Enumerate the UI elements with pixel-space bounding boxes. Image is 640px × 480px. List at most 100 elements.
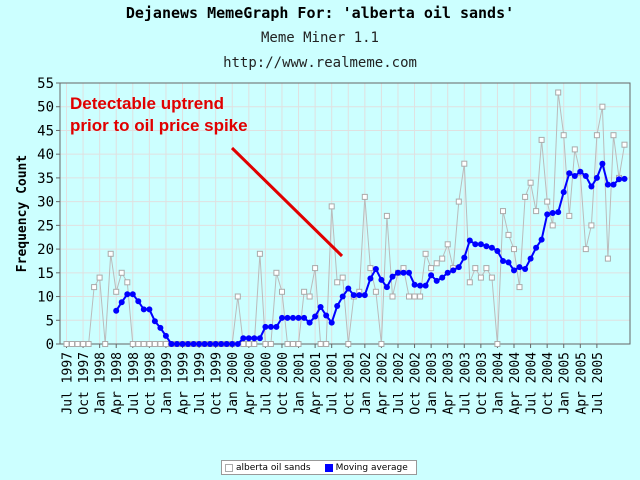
average-data-point <box>389 273 396 280</box>
raw-data-point <box>279 288 285 295</box>
y-tick-label: 5 <box>46 313 54 329</box>
raw-data-point <box>323 341 330 347</box>
x-tick-label: Jan 2003 <box>425 352 440 415</box>
average-data-point <box>146 306 153 313</box>
average-data-point <box>312 313 319 320</box>
y-tick-label: 10 <box>37 290 54 306</box>
raw-data-point <box>74 341 81 347</box>
average-data-point <box>279 314 285 321</box>
raw-data-point <box>113 288 120 295</box>
raw-data-point <box>444 241 451 248</box>
y-tick-label: 50 <box>37 100 54 116</box>
raw-data-point <box>466 279 473 286</box>
x-tick-label: Oct 2004 <box>541 352 556 415</box>
average-data-point <box>621 175 628 182</box>
raw-data-point <box>477 274 484 281</box>
average-data-point <box>118 299 125 306</box>
average-data-point <box>417 282 424 289</box>
average-data-point <box>196 341 203 347</box>
x-tick-label: Jul 1997 <box>61 352 76 415</box>
raw-data-point <box>621 141 628 148</box>
average-data-point <box>395 269 401 276</box>
average-data-point <box>422 282 429 289</box>
raw-data-point <box>107 250 114 257</box>
x-tick-label: Jul 2003 <box>458 352 473 415</box>
raw-data-point <box>306 293 313 300</box>
average-data-point <box>367 275 374 282</box>
x-tick-label: Oct 1998 <box>143 352 158 415</box>
raw-data-point <box>118 269 125 276</box>
average-data-point <box>240 335 247 342</box>
x-tick-label: Oct 1999 <box>210 352 225 415</box>
raw-data-point <box>240 341 247 347</box>
average-data-point <box>593 174 600 181</box>
raw-data-point <box>411 293 418 300</box>
average-data-point <box>439 274 446 281</box>
raw-data-point <box>383 212 390 219</box>
legend: alberta oil sands Moving average <box>221 460 417 475</box>
raw-data-point <box>284 341 291 347</box>
raw-data-point <box>433 260 440 267</box>
average-data-point <box>477 241 484 248</box>
average-data-point <box>306 319 313 326</box>
average-data-point <box>610 181 617 188</box>
average-data-point <box>168 341 175 347</box>
average-data-point <box>494 248 501 254</box>
legend-swatch-raw <box>225 463 233 472</box>
x-tick-label: Jul 2004 <box>525 352 540 415</box>
raw-data-point <box>151 341 158 347</box>
raw-data-point <box>290 341 296 347</box>
average-data-point <box>290 314 296 321</box>
average-data-point <box>350 292 357 299</box>
raw-data-point <box>511 246 517 253</box>
average-data-point <box>522 266 529 272</box>
average-data-point <box>323 312 330 319</box>
y-axis-ticks: 0 5 10 15 20 25 30 35 40 45 50 55 <box>37 76 60 353</box>
average-data-point <box>113 307 120 314</box>
raw-data-point <box>91 284 98 291</box>
raw-data-point <box>256 250 263 257</box>
raw-data-point <box>345 341 352 347</box>
average-data-point <box>400 269 407 276</box>
raw-data-point <box>417 293 424 300</box>
x-tick-label: Oct 2000 <box>276 352 291 415</box>
average-data-point <box>229 341 236 347</box>
x-tick-label: Oct 2001 <box>342 352 357 415</box>
y-tick-label: 40 <box>37 147 54 163</box>
raw-data-point <box>494 341 501 347</box>
average-data-point <box>516 264 523 271</box>
raw-data-point <box>461 160 468 167</box>
average-data-point <box>190 341 197 347</box>
average-data-point <box>450 267 457 274</box>
raw-data-point <box>85 341 92 347</box>
raw-data-point <box>339 274 346 281</box>
average-data-point <box>334 303 341 309</box>
x-tick-label: Jan 1999 <box>160 352 175 415</box>
annotation-line-1: Detectable uptrend <box>70 94 224 113</box>
average-data-point <box>157 324 164 331</box>
raw-data-point <box>124 279 131 286</box>
raw-data-point <box>544 198 551 205</box>
raw-data-point <box>538 136 545 143</box>
raw-data-point <box>593 132 600 139</box>
y-tick-label: 20 <box>37 242 54 258</box>
raw-data-point <box>157 341 164 347</box>
raw-data-point <box>505 231 512 238</box>
average-data-point <box>234 341 241 347</box>
average-data-point <box>527 255 534 262</box>
x-tick-label: Apr 1999 <box>177 352 192 415</box>
average-data-point <box>560 189 567 196</box>
legend-label-average: Moving average <box>335 462 408 473</box>
average-data-point <box>284 314 291 321</box>
average-data-point <box>433 277 440 284</box>
raw-data-point <box>439 255 446 262</box>
annotation-arrow <box>230 146 344 258</box>
raw-data-point <box>267 341 274 347</box>
x-tick-label: Oct 1997 <box>77 352 92 415</box>
x-tick-label: Apr 2001 <box>309 352 324 415</box>
raw-data-point <box>472 265 479 272</box>
series-moving-average <box>113 160 628 347</box>
average-data-point <box>135 298 142 305</box>
chart-subtitle: Meme Miner 1.1 <box>260 30 379 46</box>
x-tick-label: Jan 2001 <box>293 352 308 415</box>
